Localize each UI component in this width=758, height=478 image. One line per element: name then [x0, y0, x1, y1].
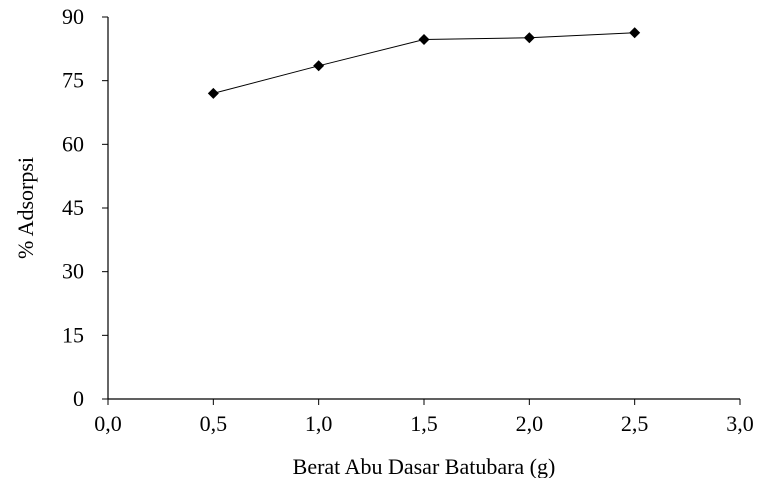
- y-tick-label: 30: [62, 259, 84, 284]
- x-tick-label: 2,0: [516, 411, 544, 436]
- x-tick-label: 0,5: [200, 411, 228, 436]
- series: [207, 27, 641, 99]
- data-point-marker: [207, 87, 219, 99]
- data-point-marker: [418, 33, 430, 45]
- data-point-marker: [523, 32, 535, 44]
- x-tick-label: 0,0: [94, 411, 122, 436]
- ticks: 0 15 30 45 60 75 90 0,0 0,5 1,0 1,5 2,0 2,5 3,0: [62, 4, 754, 436]
- axes: [107, 17, 740, 400]
- x-tick-label: 1,0: [305, 411, 333, 436]
- y-tick-label: 90: [62, 4, 84, 29]
- x-tick-label: 1,5: [410, 411, 438, 436]
- y-axis-title: % Adsorpsi: [13, 157, 38, 259]
- y-tick-label: 0: [73, 386, 84, 411]
- y-tick-label: 15: [62, 322, 84, 347]
- x-tick-label: 2,5: [621, 411, 649, 436]
- data-point-marker: [629, 27, 641, 39]
- y-tick-label: 45: [62, 195, 84, 220]
- y-tick-label: 75: [62, 68, 84, 93]
- data-point-marker: [313, 60, 325, 72]
- x-axis-title: Berat Abu Dasar Batubara (g): [293, 454, 556, 478]
- y-tick-label: 60: [62, 131, 84, 156]
- x-tick-label: 3,0: [726, 411, 754, 436]
